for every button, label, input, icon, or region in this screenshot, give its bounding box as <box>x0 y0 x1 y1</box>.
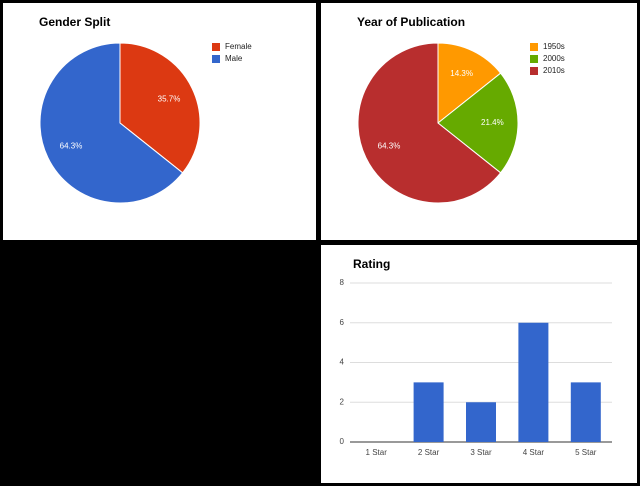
slice-label: 64.3% <box>60 142 83 151</box>
x-tick-label: 5 Star <box>575 448 597 457</box>
slice-label: 64.3% <box>378 142 401 151</box>
y-tick-label: 6 <box>340 318 345 327</box>
y-tick-label: 8 <box>340 278 345 287</box>
pie-slice <box>119 42 201 174</box>
chart-panel: Year of Publication 14.3% 1950s 21.4% 2000s 6… <box>321 3 637 240</box>
legend-swatch <box>530 67 538 75</box>
legend-label: 1950s <box>543 42 565 51</box>
chart-panel: Gender Split 35.7% Female 64.3% Male <box>3 3 316 240</box>
pie-slice <box>357 42 502 204</box>
x-tick-label: 4 Star <box>523 448 545 457</box>
legend-swatch <box>530 43 538 51</box>
x-tick-label: 1 Star <box>366 448 388 457</box>
legend-swatch <box>530 55 538 63</box>
chart-title: Gender Split <box>39 15 110 29</box>
y-tick-label: 4 <box>340 358 345 367</box>
chart-title: Year of Publication <box>357 15 465 29</box>
legend-label: Male <box>225 54 243 63</box>
slice-label: 21.4% <box>481 118 504 127</box>
pie-slice <box>437 72 519 174</box>
chart-title: Rating <box>353 257 390 271</box>
legend-label: Female <box>225 42 252 51</box>
bar <box>413 382 444 442</box>
legend-label: 2000s <box>543 54 565 63</box>
x-tick-label: 3 Star <box>470 448 492 457</box>
slice-label: 14.3% <box>450 69 473 78</box>
bar <box>466 402 496 442</box>
bar <box>570 382 601 442</box>
pie-slice <box>437 42 502 125</box>
panel-background <box>321 245 637 483</box>
legend-swatch <box>212 43 220 51</box>
y-tick-label: 2 <box>340 397 345 406</box>
chart-panel: Rating 0 2 4 6 8 1 Star 2 Star 3 Star 4 Star 5 Sta… <box>321 245 637 483</box>
x-tick-label: 2 Star <box>418 448 440 457</box>
pie-slice <box>39 42 184 204</box>
bar <box>518 322 549 442</box>
legend-swatch <box>212 55 220 63</box>
slice-label: 35.7% <box>158 94 181 103</box>
legend-label: 2010s <box>543 66 565 75</box>
y-tick-label: 0 <box>340 437 345 446</box>
